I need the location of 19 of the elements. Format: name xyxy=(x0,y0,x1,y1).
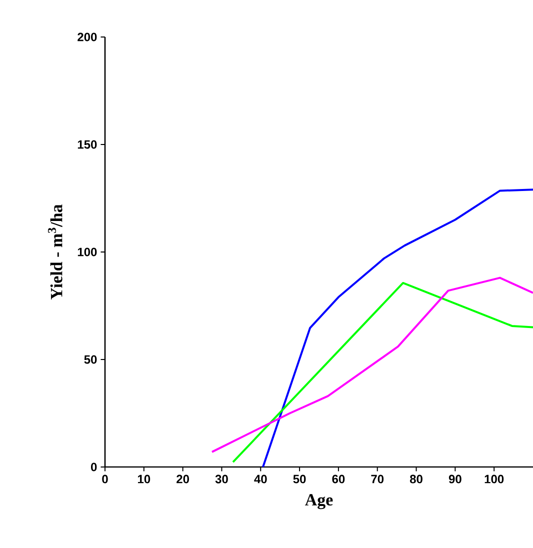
x-tick-label: 60 xyxy=(332,474,345,484)
x-tick-label: 50 xyxy=(293,474,306,484)
y-tick-label: 100 xyxy=(78,248,97,256)
y-axis-title: Yield - m$^{3}$/ha xyxy=(48,204,62,300)
x-tick-label: 30 xyxy=(215,474,228,484)
x-tick-label: 70 xyxy=(371,474,384,484)
y-tick-label: 0 xyxy=(90,462,97,472)
x-tick-label: 20 xyxy=(176,474,189,484)
x-tick-label: 100 xyxy=(484,474,504,484)
y-tick-label: 200 xyxy=(78,32,97,42)
x-tick-label: 40 xyxy=(254,474,267,484)
x-axis-title: Age xyxy=(305,494,333,510)
x-tick-label: 10 xyxy=(138,474,150,484)
line-series xyxy=(262,188,533,467)
y-tick-label: 50 xyxy=(84,355,97,364)
x-tick-label: 90 xyxy=(448,474,462,484)
x-tick-label: 0 xyxy=(102,474,108,484)
x-tick-label: 80 xyxy=(410,474,422,484)
y-tick-label: 150 xyxy=(78,140,97,149)
